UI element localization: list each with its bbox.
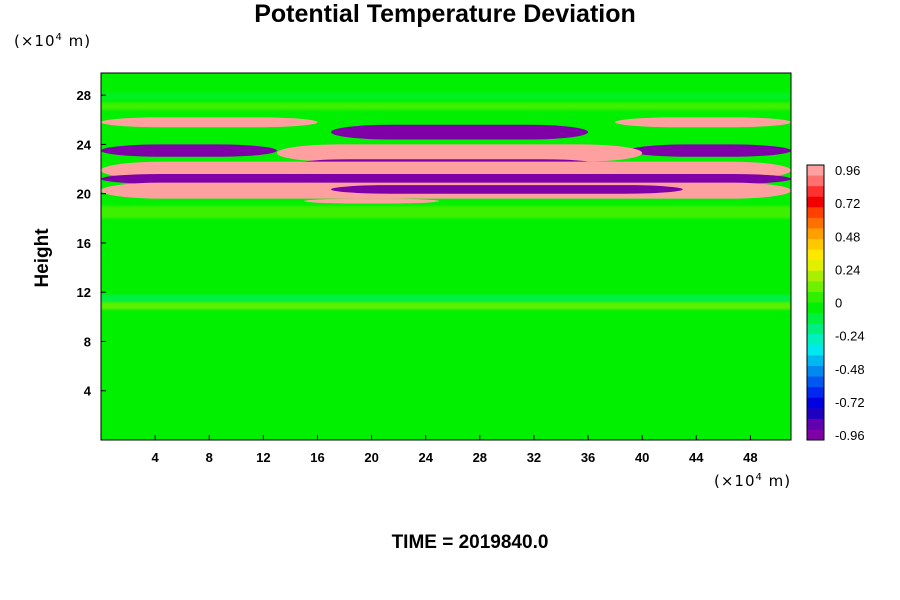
field-band <box>615 117 791 128</box>
colorbar-swatch <box>807 270 824 282</box>
plot-frame <box>100 72 792 441</box>
x-tick-label: 48 <box>743 450 757 465</box>
colorbar-swatch <box>807 239 824 251</box>
x-tick-label: 8 <box>206 450 213 465</box>
field-weak-band <box>101 294 791 303</box>
colorbar-swatch <box>807 387 824 399</box>
colorbar-swatch <box>807 418 824 430</box>
time-label: TIME = 2019840.0 <box>391 532 549 553</box>
colorbar-swatch <box>807 260 824 272</box>
chart-title: Potential Temperature Deviation <box>254 0 636 28</box>
colorbar-tick-label: 0.72 <box>835 196 860 211</box>
field-weak-band <box>101 92 791 101</box>
colorbar-swatch <box>807 408 824 420</box>
field-band <box>101 144 277 157</box>
field-band <box>101 173 791 184</box>
y-tick-label: 8 <box>84 334 91 349</box>
colorbar-tick-label: -0.72 <box>835 395 865 410</box>
field-weak-band <box>101 302 791 310</box>
x-tick-label: 40 <box>635 450 649 465</box>
colorbar-tick-label: -0.96 <box>835 428 865 443</box>
colorbar-tick-label: -0.48 <box>835 362 865 377</box>
field-band <box>628 144 791 157</box>
x-tick-label: 4 <box>152 450 160 465</box>
colorbar-swatch <box>807 355 824 367</box>
field-band <box>101 117 318 128</box>
field-weak-band <box>101 102 791 110</box>
colorbar-swatch <box>807 397 824 409</box>
x-axis-unit: (×104 m) <box>714 472 792 490</box>
colorbar-tick-label: 0.24 <box>835 262 860 277</box>
colorbar-swatch <box>807 313 824 325</box>
colorbar-swatch <box>807 429 824 441</box>
colorbar-swatch <box>807 228 824 240</box>
colorbar-swatch <box>807 165 824 177</box>
field-band <box>331 185 683 194</box>
colorbar-swatch <box>807 344 824 356</box>
colorbar-frame <box>806 164 825 441</box>
colorbar-swatch <box>807 365 824 378</box>
x-tick-label: 44 <box>689 450 704 465</box>
x-tick-label: 36 <box>581 450 595 465</box>
y-tick-label: 16 <box>77 236 91 251</box>
y-tick-label: 24 <box>77 137 92 152</box>
colorbar-tick-label: 0.96 <box>835 163 860 178</box>
colorbar-tick-label: 0 <box>835 296 842 311</box>
x-tick-label: 12 <box>256 450 270 465</box>
heatmap-field <box>101 73 791 440</box>
colorbar-swatch <box>807 175 824 187</box>
colorbar-tick-label: 0.48 <box>835 229 860 244</box>
colorbar-swatch <box>807 217 824 229</box>
colorbar: 0.96 0.72 0.48 0.24 0 -0.24 -0.48 -0.72 -0.96 <box>806 163 865 443</box>
y-tick-label: 28 <box>77 88 91 103</box>
field-weak-band <box>101 206 791 219</box>
x-tick-label: 16 <box>310 450 324 465</box>
colorbar-swatch <box>807 196 824 208</box>
x-tick-label: 28 <box>473 450 487 465</box>
colorbar-swatch <box>807 376 824 388</box>
y-tick-label: 20 <box>77 187 91 202</box>
colorbar-swatch <box>807 281 824 293</box>
colorbar-swatch <box>807 186 824 198</box>
colorbar-swatch <box>807 334 824 346</box>
colorbar-swatch <box>807 249 824 261</box>
colorbar-tick-label: -0.24 <box>835 329 865 344</box>
x-tick-label: 24 <box>418 450 433 465</box>
y-axis-unit: (×104 m) <box>14 32 92 50</box>
field-band <box>331 124 589 140</box>
colorbar-swatch <box>807 207 824 219</box>
x-tick-label: 32 <box>527 450 541 465</box>
colorbar-swatch <box>807 302 824 314</box>
colorbar-swatch <box>807 291 824 303</box>
x-tick-label: 20 <box>364 450 378 465</box>
colorbar-swatch <box>807 323 824 335</box>
y-tick-label: 4 <box>84 384 92 399</box>
field-band <box>303 198 440 204</box>
y-tick-label: 12 <box>77 285 91 300</box>
field-band <box>276 144 643 162</box>
